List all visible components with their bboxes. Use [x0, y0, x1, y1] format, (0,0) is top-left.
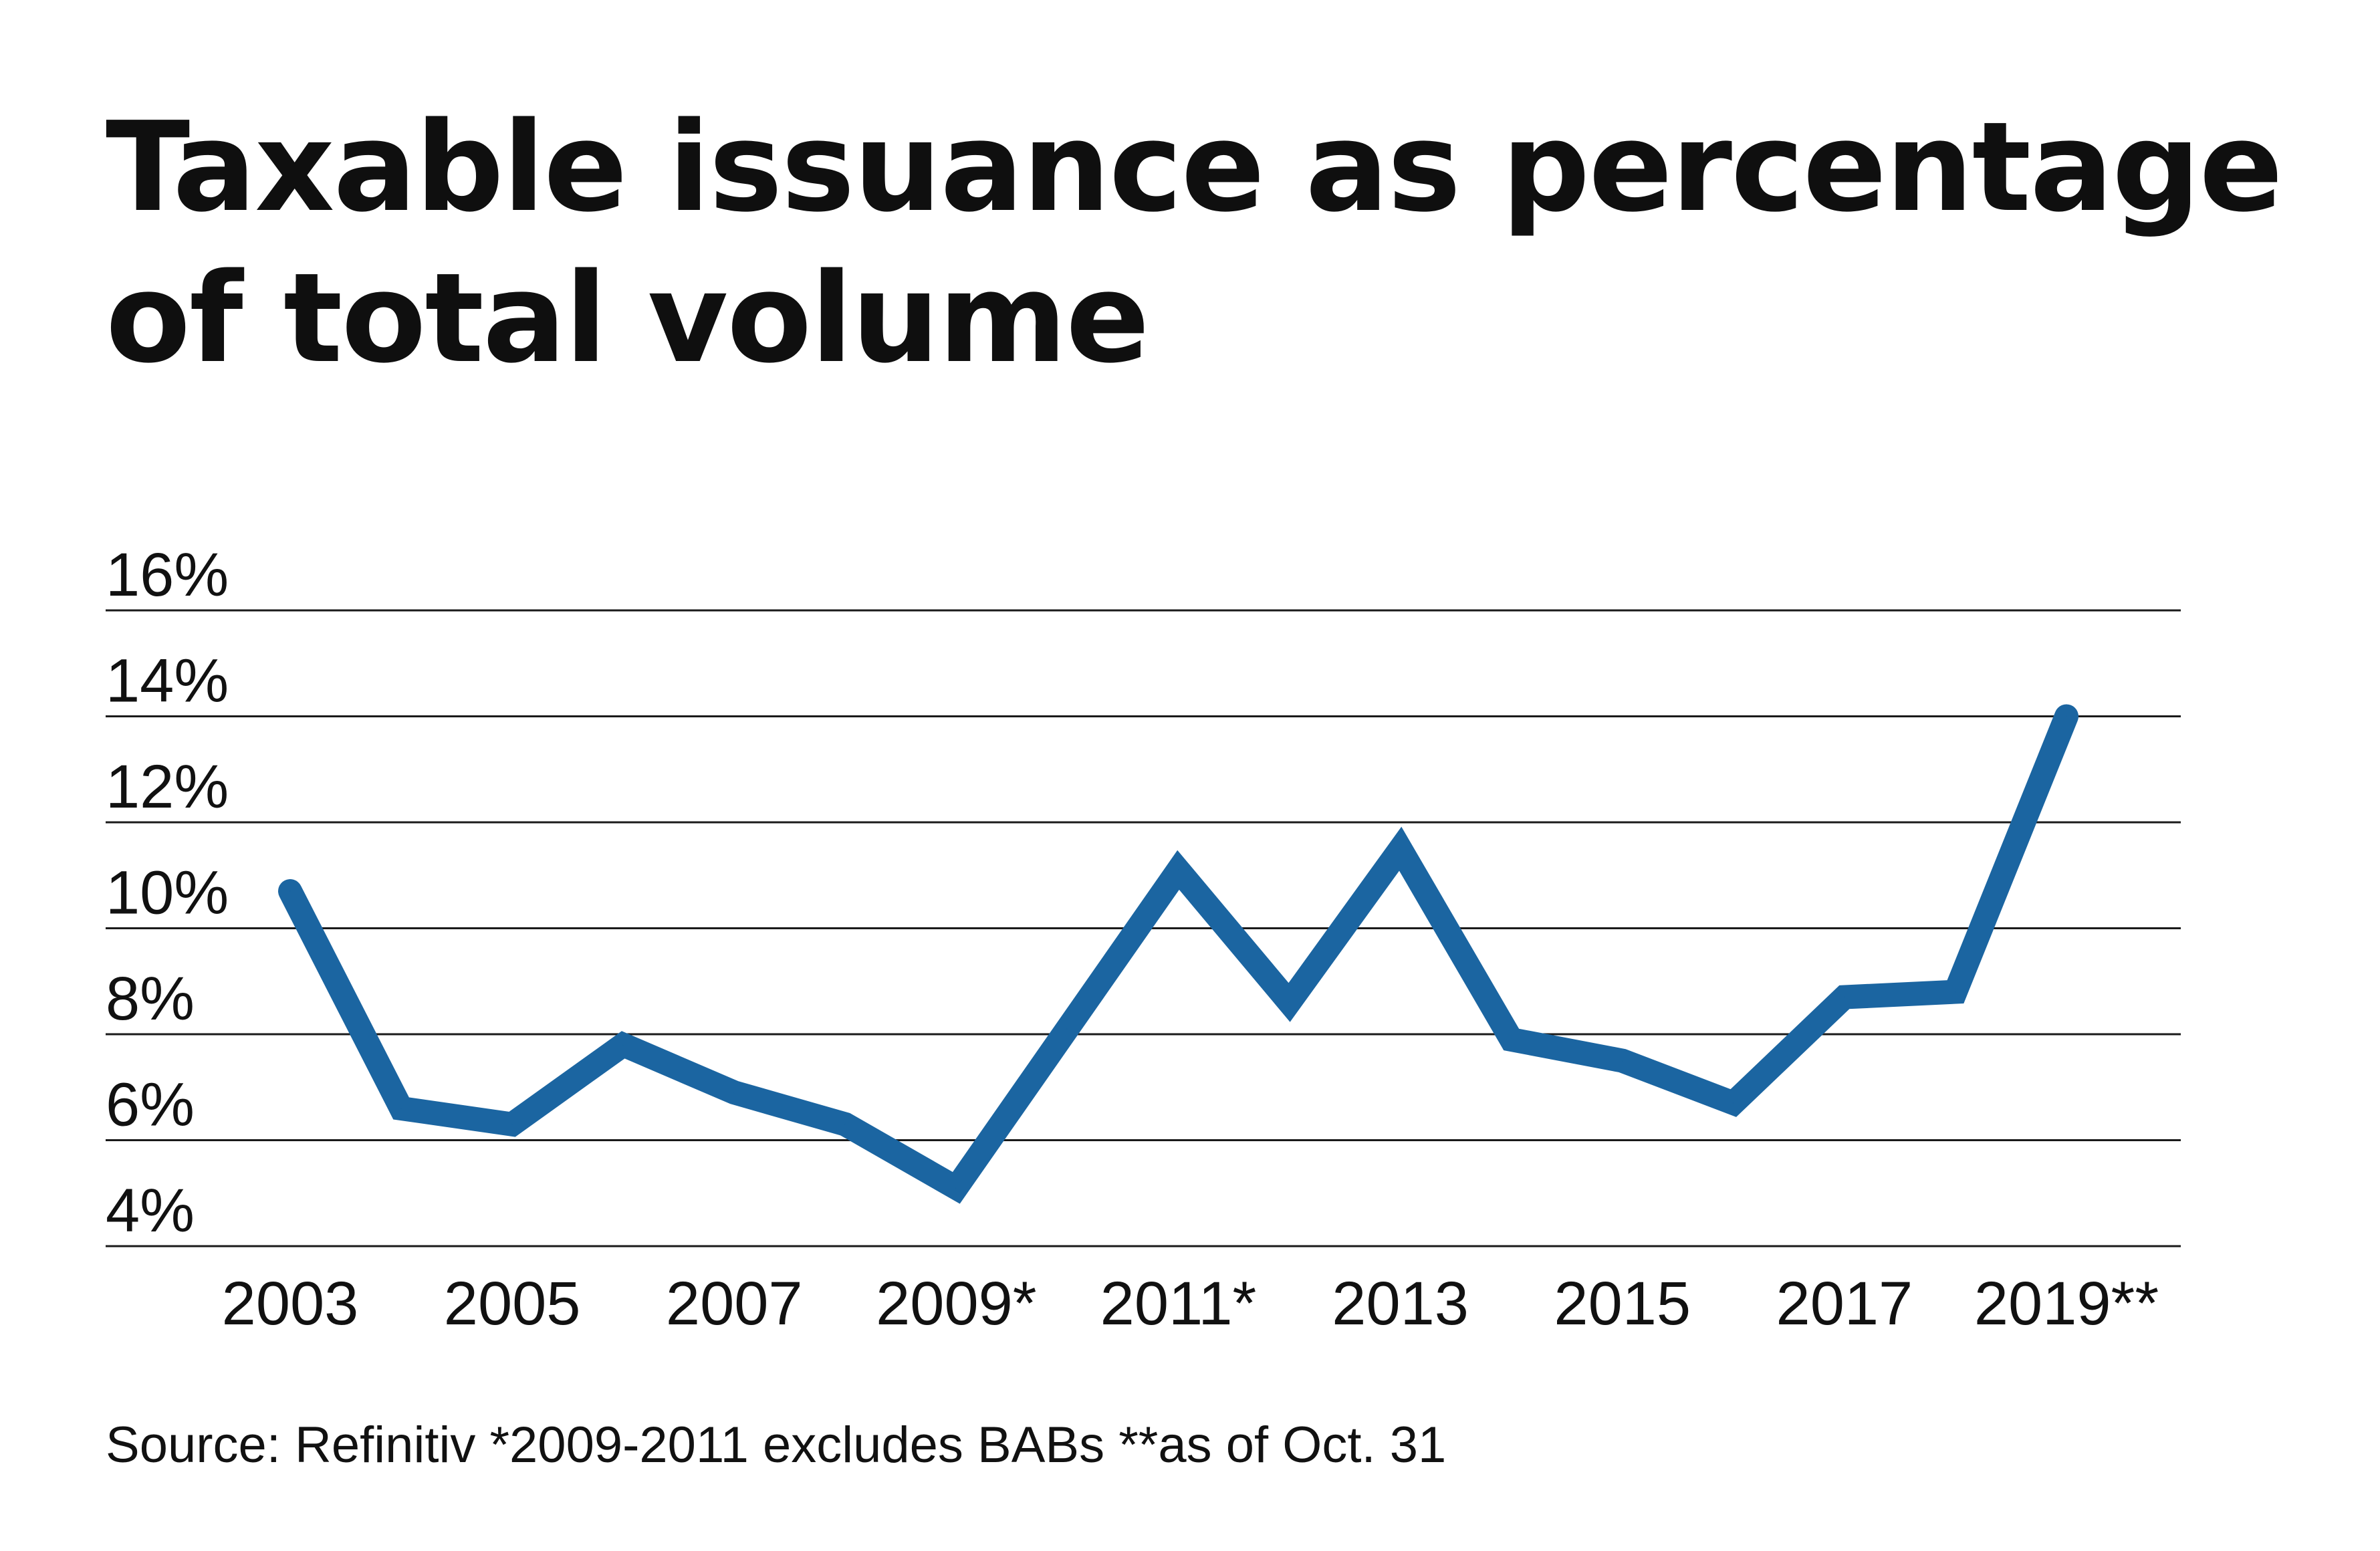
data-point-2015 [1621, 1060, 1623, 1062]
data-point-2007 [733, 1092, 735, 1094]
x-axis-tick-labels: 2003 2005 2007 2009* 2011* 2013 2015 2017 2019** [222, 1270, 2159, 1338]
chart-title-line-2: of total volume [106, 246, 1150, 390]
y-tick-label: 6% [106, 1071, 195, 1139]
data-point-2012 [1288, 1001, 1290, 1003]
x-tick-label: 2007 [666, 1270, 803, 1338]
gridlines [106, 609, 2181, 1247]
data-point-2010 [1066, 1028, 1068, 1030]
data-point-2017 [1843, 996, 1845, 998]
data-point-2018 [1954, 991, 1956, 993]
x-tick-label: 2005 [444, 1270, 581, 1338]
data-point-2003 [289, 890, 291, 892]
data-point-2014 [1510, 1038, 1512, 1040]
data-point-2011 [1177, 869, 1179, 871]
x-tick-label: 2015 [1554, 1270, 1691, 1338]
x-tick-label: 2009* [876, 1270, 1036, 1338]
y-axis-tick-labels: 4% 6% 8% 10% 12% 14% 16% [106, 541, 229, 1245]
x-tick-label: 2019** [1974, 1270, 2159, 1338]
data-point-2019 [2066, 715, 2067, 717]
data-point-2008 [844, 1123, 846, 1125]
y-tick-label: 12% [106, 753, 229, 821]
x-tick-label: 2003 [222, 1270, 359, 1338]
y-tick-label: 4% [106, 1177, 195, 1245]
data-point-2006 [622, 1044, 624, 1046]
y-tick-label: 16% [106, 541, 229, 609]
series-line-0 [278, 704, 2078, 1204]
y-tick-label: 8% [106, 965, 195, 1033]
chart-title-line-1: Taxable issuance as percentage [106, 95, 2283, 239]
data-point-2013 [1399, 848, 1401, 850]
data-point-2016 [1732, 1102, 1734, 1104]
data-point-2005 [511, 1123, 513, 1125]
source-footnote: Source: Refinitiv *2009-2011 excludes BA… [106, 1417, 1447, 1473]
y-tick-label: 10% [106, 859, 229, 927]
x-tick-label: 2017 [1776, 1270, 1913, 1338]
series-layer [278, 704, 2078, 1204]
data-point-2009 [955, 1187, 957, 1189]
x-tick-label: 2013 [1332, 1270, 1469, 1338]
data-point-2004 [400, 1107, 402, 1109]
x-tick-label: 2011* [1100, 1270, 1257, 1338]
y-tick-label: 14% [106, 647, 229, 715]
